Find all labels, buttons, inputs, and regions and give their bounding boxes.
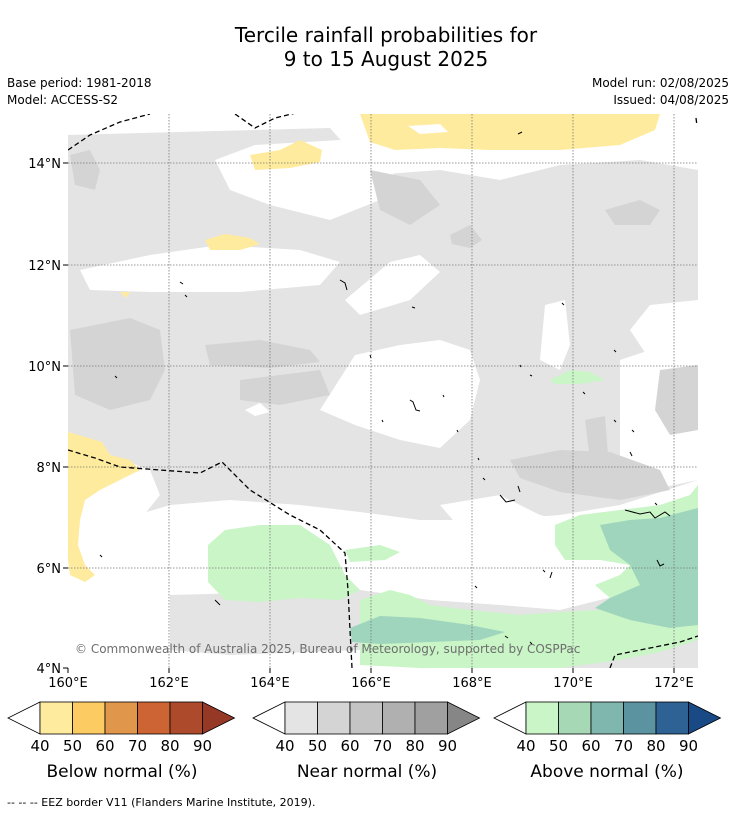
probability-fields [68,114,698,668]
lon-label-172e: 172°E [654,676,694,691]
above-normal-colorbar: 40 50 60 70 80 90 [493,701,722,755]
below-normal-under-arrow [7,701,41,735]
above-normal-swatch [558,701,592,735]
eez-footnote: -- -- -- EEZ border V11 (Flanders Marine… [7,796,316,809]
above-normal-swatch [525,701,559,735]
title-line-1: Tercile rainfall probabilities for [234,23,538,47]
lat-label-10n: 10°N [28,360,61,375]
near-normal-swatch [317,701,351,735]
above-normal-tick-label: 80 [646,737,665,755]
copyright-notice: © Commonwealth of Australia 2025, Bureau… [75,642,580,656]
title-line-2: 9 to 15 August 2025 [283,47,489,71]
near-normal-swatch [414,701,448,735]
near-normal-tick-label: 70 [373,737,392,755]
lon-label-170e: 170°E [553,676,593,691]
base-period: Base period: 1981-2018 [7,76,152,90]
above-normal-tick-label: 50 [549,737,568,755]
near-normal-swatch [349,701,383,735]
lat-label-12n: 12°N [28,259,61,274]
near-normal-mid-regions [70,150,698,500]
colorbars: 40 50 60 70 80 90 40 50 60 70 80 90 40 50 60 70 80 90 [7,701,722,755]
above-normal-tick-label: 40 [516,737,535,755]
below-normal-swatch [39,701,73,735]
near-normal-over-arrow [447,701,481,735]
below-normal-swatch [169,701,203,735]
below-normal-tick-label: 80 [160,737,179,755]
below-normal-tick-label: 50 [63,737,82,755]
above-normal-label: Above normal (%) [530,762,684,782]
lat-label-8n: 8°N [37,461,62,476]
lon-ticks [67,668,675,673]
above-normal-over-arrow [688,701,722,735]
near-normal-swatch [382,701,416,735]
below-normal-tick-label: 40 [30,737,49,755]
below-normal-swatch [137,701,171,735]
below-normal-colorbar: 40 50 60 70 80 90 [7,701,236,755]
near-normal-tick-label: 80 [405,737,424,755]
graticule [68,114,698,668]
issued-date: Issued: 04/08/2025 [613,93,729,107]
lat-labels: 14°N 12°N 10°N 8°N 6°N 4°N [28,157,61,677]
below-normal-label: Below normal (%) [46,762,198,782]
above-normal-swatch [590,701,624,735]
lat-ticks [63,162,68,669]
lon-label-166e: 166°E [351,676,391,691]
below-normal-hole [408,124,448,134]
lon-label-164e: 164°E [250,676,290,691]
below-normal-over-arrow [202,701,236,735]
above-normal-swatch [623,701,657,735]
below-normal-regions [68,114,660,582]
near-normal-tick-label: 60 [340,737,359,755]
above-normal-tick-label: 90 [679,737,698,755]
near-normal-label: Near normal (%) [296,762,438,782]
below-normal-swatch [104,701,138,735]
above-normal-tick-label: 60 [581,737,600,755]
near-normal-colorbar: 40 50 60 70 80 90 [252,701,481,755]
eez-borders [68,114,698,668]
lat-label-14n: 14°N [28,157,61,172]
below-normal-tick-label: 70 [128,737,147,755]
near-normal-tick-label: 90 [438,737,457,755]
above-normal-under-arrow [493,701,527,735]
lon-label-162e: 162°E [149,676,189,691]
near-normal-under-arrow [252,701,286,735]
island-marks [99,131,671,645]
lon-label-160e: 160°E [48,676,88,691]
above-normal-swatch [655,701,689,735]
above-normal-tick-label: 70 [614,737,633,755]
below-normal-swatch [72,701,106,735]
near-normal-tick-label: 50 [308,737,327,755]
near-normal-swatch [284,701,318,735]
near-normal-tick-label: 40 [275,737,294,755]
model-name: Model: ACCESS-S2 [7,93,119,107]
lat-label-4n: 4°N [37,662,62,677]
lon-label-168e: 168°E [452,676,492,691]
below-normal-tick-label: 60 [95,737,114,755]
lon-labels: 160°E 162°E 164°E 166°E 168°E 170°E 172°… [48,676,694,691]
above-normal-mid-regions [350,508,698,644]
lat-label-6n: 6°N [37,562,62,577]
below-normal-tick-label: 90 [193,737,212,755]
model-run: Model run: 02/08/2025 [591,76,729,90]
